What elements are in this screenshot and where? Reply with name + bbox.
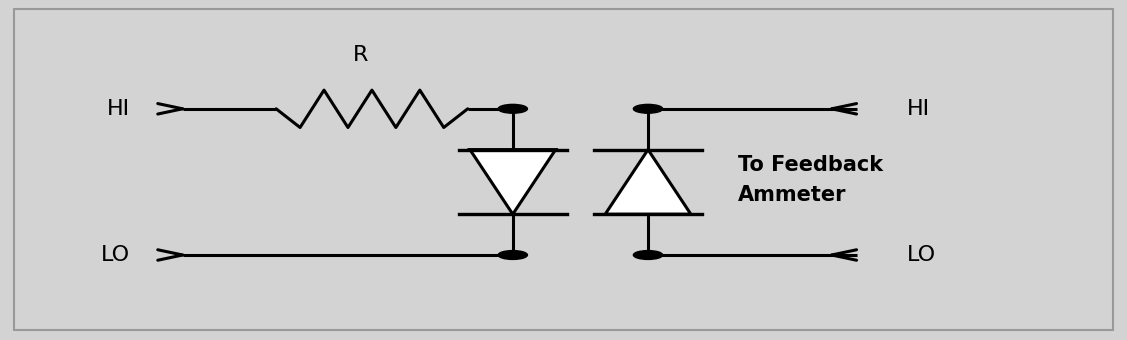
Circle shape [633,251,663,259]
Text: LO: LO [100,245,130,265]
Polygon shape [470,150,556,214]
Text: HI: HI [907,99,931,119]
Text: To Feedback
Ammeter: To Feedback Ammeter [738,155,884,205]
Text: R: R [353,45,369,65]
Circle shape [498,104,527,113]
Text: HI: HI [106,99,130,119]
Circle shape [498,251,527,259]
Polygon shape [605,150,691,214]
Circle shape [633,104,663,113]
Text: LO: LO [907,245,937,265]
